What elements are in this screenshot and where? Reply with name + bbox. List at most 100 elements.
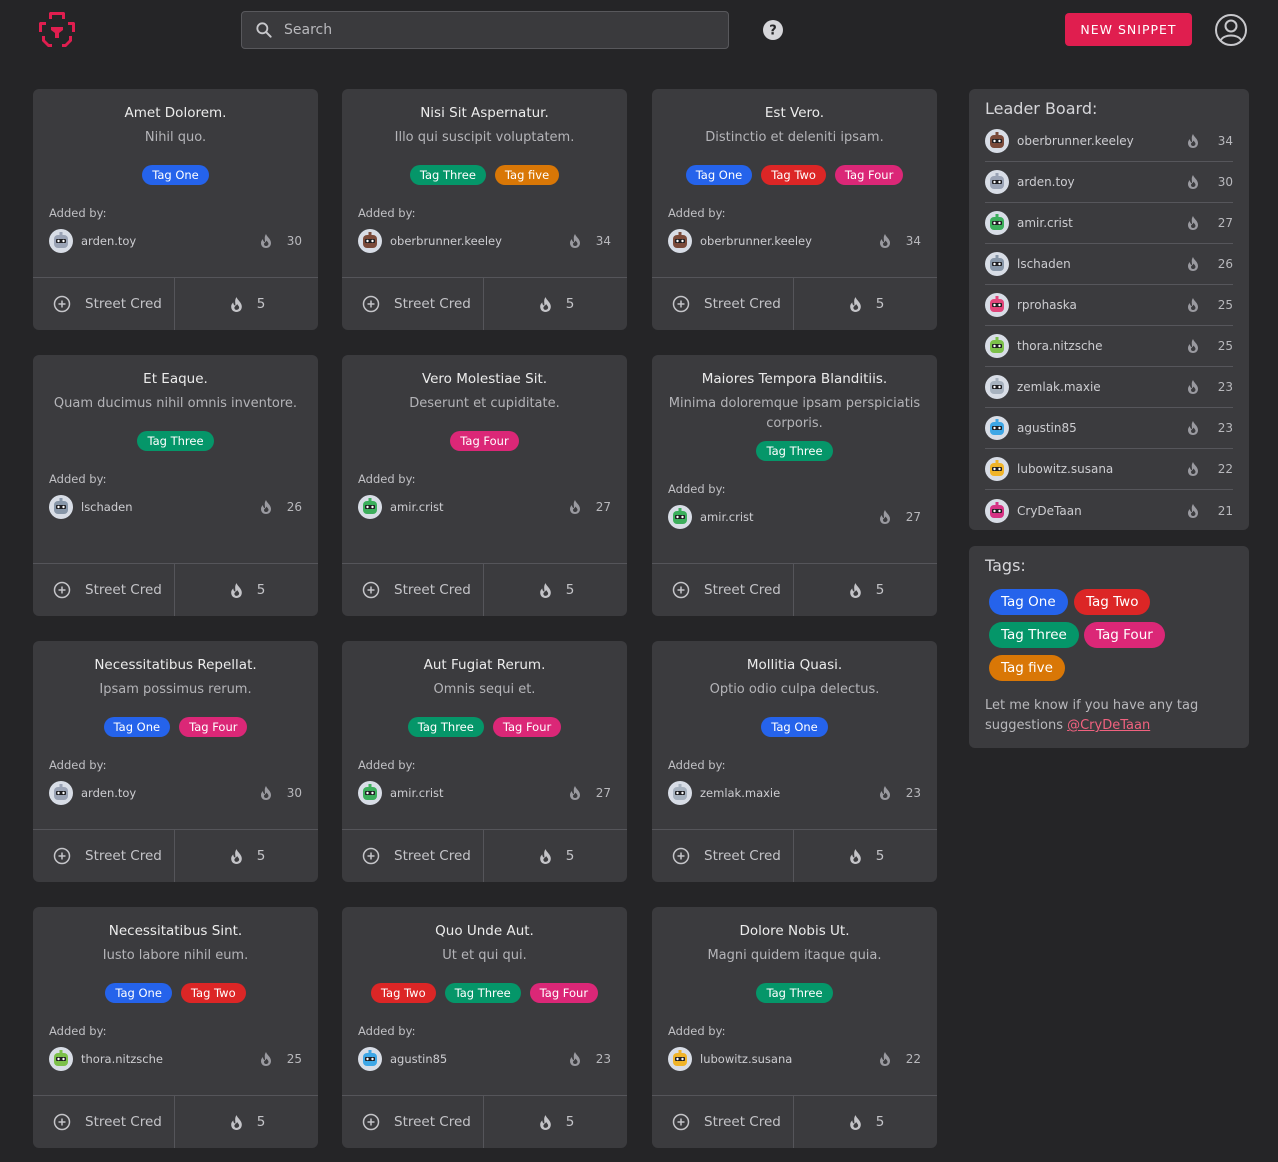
tag-chip[interactable]: Tag Two [761, 165, 826, 185]
tag-chip[interactable]: Tag One [685, 165, 753, 185]
snippet-title[interactable]: Nisi Sit Aspernatur. [420, 105, 549, 121]
cred-count-button[interactable]: 5 [175, 278, 318, 330]
leaderboard-row[interactable]: lubowitz.susana 22 [985, 449, 1233, 490]
tag-chip[interactable]: Tag One [761, 717, 828, 737]
street-cred-button[interactable]: Street Cred [652, 830, 794, 882]
leaderboard-user[interactable]: rprohaska [1017, 298, 1077, 312]
snippet-title[interactable]: Necessitatibus Repellat. [94, 657, 257, 673]
author-name[interactable]: thora.nitzsche [81, 1052, 163, 1066]
street-cred-button[interactable]: Street Cred [342, 1096, 484, 1148]
snippet-title[interactable]: Aut Fugiat Rerum. [423, 657, 546, 673]
tag-filter-chip[interactable]: Tag five [989, 655, 1065, 681]
snippet-card[interactable]: Necessitatibus Repellat. Ipsam possimus r… [33, 641, 318, 882]
tag-chip[interactable]: Tag five [494, 165, 560, 185]
author-name[interactable]: amir.crist [390, 786, 444, 800]
tag-chip[interactable]: Tag Three [756, 983, 833, 1003]
leaderboard-user[interactable]: zemlak.maxie [1017, 380, 1101, 394]
search-input[interactable] [284, 22, 704, 38]
snippet-title[interactable]: Et Eaque. [143, 371, 208, 387]
cred-count-button[interactable]: 5 [794, 1096, 937, 1148]
snippet-title[interactable]: Mollitia Quasi. [746, 657, 843, 673]
tag-chip[interactable]: Tag Four [450, 431, 519, 451]
leaderboard-row[interactable]: thora.nitzsche 25 [985, 326, 1233, 367]
suggestion-link[interactable]: @CryDeTaan [1067, 718, 1151, 733]
street-cred-button[interactable]: Street Cred [33, 830, 175, 882]
tag-filter-chip[interactable]: Tag One [989, 589, 1068, 615]
snippet-title[interactable]: Vero Molestiae Sit. [421, 371, 548, 387]
snippet-title[interactable]: Quo Unde Aut. [435, 923, 534, 939]
street-cred-button[interactable]: Street Cred [342, 830, 484, 882]
tag-chip[interactable]: Tag Two [370, 983, 436, 1003]
cred-count-button[interactable]: 5 [175, 1096, 318, 1148]
snippet-card[interactable]: Aut Fugiat Rerum. Omnis sequi et. Tag Thre… [342, 641, 627, 882]
leaderboard-user[interactable]: lubowitz.susana [1017, 462, 1114, 476]
author-name[interactable]: agustin85 [390, 1052, 448, 1066]
app-logo[interactable] [37, 10, 77, 50]
snippet-card[interactable]: Mollitia Quasi. Optio odio culpa delectus… [652, 641, 937, 882]
snippet-title[interactable]: Est Vero. [764, 105, 825, 121]
cred-count-button[interactable]: 5 [484, 278, 627, 330]
leaderboard-user[interactable]: amir.crist [1017, 216, 1073, 230]
leaderboard-user[interactable]: agustin85 [1017, 421, 1077, 435]
snippet-card[interactable]: Nisi Sit Aspernatur. Illo qui suscipit vo… [342, 89, 627, 330]
snippet-card[interactable]: Necessitatibus Sint. Iusto labore nihil e… [33, 907, 318, 1148]
cred-count-button[interactable]: 5 [794, 278, 937, 330]
tag-chip[interactable]: Tag Two [180, 983, 246, 1003]
tag-chip[interactable]: Tag One [103, 717, 171, 737]
leaderboard-row[interactable]: rprohaska 25 [985, 285, 1233, 326]
leaderboard-row[interactable]: arden.toy 30 [985, 162, 1233, 203]
street-cred-button[interactable]: Street Cred [652, 1096, 794, 1148]
tag-chip[interactable]: Tag Four [529, 983, 599, 1003]
snippet-title[interactable]: Necessitatibus Sint. [108, 923, 243, 939]
cred-count-button[interactable]: 5 [484, 564, 627, 616]
leaderboard-user[interactable]: lschaden [1017, 257, 1071, 271]
leaderboard-row[interactable]: CryDeTaan 21 [985, 490, 1233, 531]
tag-filter-chip[interactable]: Tag Two [1074, 589, 1151, 615]
leaderboard-row[interactable]: amir.crist 27 [985, 203, 1233, 244]
leaderboard-user[interactable]: CryDeTaan [1017, 503, 1082, 518]
author-name[interactable]: arden.toy [81, 786, 137, 800]
cred-count-button[interactable]: 5 [175, 830, 318, 882]
author-name[interactable]: oberbrunner.keeley [700, 234, 812, 248]
snippet-card[interactable]: Amet Dolorem. Nihil quo. Tag One Added by: a… [33, 89, 318, 330]
leaderboard-row[interactable]: zemlak.maxie 23 [985, 367, 1233, 408]
leaderboard-user[interactable]: oberbrunner.keeley [1017, 134, 1134, 148]
street-cred-button[interactable]: Street Cred [652, 564, 794, 616]
snippet-card[interactable]: Dolore Nobis Ut. Magni quidem itaque quia… [652, 907, 937, 1148]
cred-count-button[interactable]: 5 [794, 564, 937, 616]
street-cred-button[interactable]: Street Cred [33, 564, 175, 616]
tag-chip[interactable]: Tag Three [444, 983, 521, 1003]
help-icon[interactable]: ? [762, 19, 784, 41]
tag-chip[interactable]: Tag One [105, 983, 172, 1003]
leaderboard-row[interactable]: oberbrunner.keeley 34 [985, 121, 1233, 162]
author-name[interactable]: amir.crist [700, 510, 754, 524]
tag-chip[interactable]: Tag Three [756, 441, 833, 461]
tag-chip[interactable]: Tag Three [137, 431, 214, 451]
author-name[interactable]: zemlak.maxie [700, 786, 781, 800]
cred-count-button[interactable]: 5 [484, 1096, 627, 1148]
leaderboard-user[interactable]: thora.nitzsche [1017, 339, 1103, 353]
account-icon[interactable] [1214, 13, 1248, 47]
snippet-title[interactable]: Amet Dolorem. [124, 105, 227, 121]
author-name[interactable]: lschaden [81, 500, 133, 514]
tag-chip[interactable]: Tag Three [409, 165, 486, 185]
snippet-title[interactable]: Maiores Tempora Blanditiis. [701, 371, 888, 387]
street-cred-button[interactable]: Street Cred [33, 1096, 175, 1148]
author-name[interactable]: oberbrunner.keeley [390, 234, 502, 248]
snippet-card[interactable]: Vero Molestiae Sit. Deserunt et cupiditat… [342, 355, 627, 616]
cred-count-button[interactable]: 5 [794, 830, 937, 882]
author-name[interactable]: lubowitz.susana [700, 1052, 793, 1066]
street-cred-button[interactable]: Street Cred [342, 564, 484, 616]
tag-chip[interactable]: Tag One [142, 165, 209, 185]
tag-chip[interactable]: Tag Four [834, 165, 904, 185]
author-name[interactable]: arden.toy [81, 234, 137, 248]
leaderboard-user[interactable]: arden.toy [1017, 175, 1075, 189]
tag-chip[interactable]: Tag Three [407, 717, 484, 737]
street-cred-button[interactable]: Street Cred [33, 278, 175, 330]
tag-chip[interactable]: Tag Four [179, 717, 248, 737]
tag-chip[interactable]: Tag Four [492, 717, 562, 737]
snippet-card[interactable]: Quo Unde Aut. Ut et qui qui. Tag Two Tag Th… [342, 907, 627, 1148]
street-cred-button[interactable]: Street Cred [652, 278, 794, 330]
leaderboard-row[interactable]: agustin85 23 [985, 408, 1233, 449]
tag-filter-chip[interactable]: Tag Three [989, 622, 1079, 648]
